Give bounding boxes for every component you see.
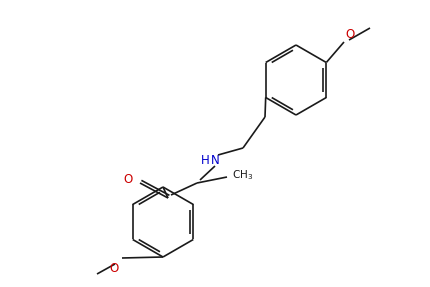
Text: O: O [123,174,133,187]
Text: O: O [110,262,119,275]
Text: O: O [344,28,353,41]
Text: CH$_3$: CH$_3$ [231,168,253,182]
Text: N: N [210,154,219,168]
Text: H: H [200,154,209,168]
